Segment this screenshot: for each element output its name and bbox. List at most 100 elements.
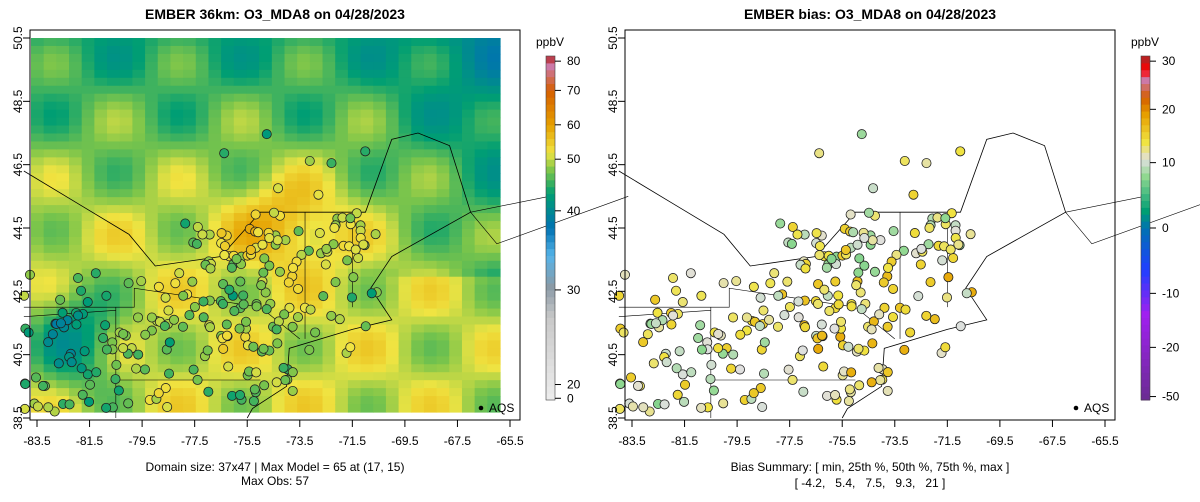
field-cell	[309, 77, 324, 87]
field-cell	[360, 189, 374, 198]
field-cell	[309, 149, 324, 158]
aqs-site-marker	[921, 158, 932, 169]
field-cell	[69, 221, 83, 230]
field-cell	[119, 197, 134, 206]
field-cell	[132, 380, 146, 389]
field-cell	[411, 260, 425, 270]
field-cell	[259, 61, 273, 71]
field-cell	[411, 45, 425, 55]
field-cell	[170, 133, 184, 143]
field-cell	[246, 324, 260, 334]
field-cell	[221, 236, 235, 246]
field-cell	[208, 85, 222, 95]
field-cell	[398, 109, 412, 119]
field-cell	[107, 300, 121, 310]
aqs-site-marker	[235, 276, 246, 287]
field-cell	[132, 213, 146, 222]
field-cell	[284, 284, 298, 294]
field-cell	[309, 205, 324, 214]
aqs-site-marker	[198, 296, 209, 307]
field-cell	[246, 69, 260, 79]
field-cell	[347, 109, 362, 119]
field-cell	[335, 324, 349, 334]
aqs-site-marker	[310, 327, 321, 338]
field-cell	[132, 189, 146, 198]
field-cell	[347, 53, 362, 63]
field-cell	[195, 324, 210, 334]
aqs-site-marker	[43, 337, 54, 348]
field-cell	[436, 109, 450, 119]
field-cell	[373, 165, 387, 174]
aqs-site-marker	[863, 207, 874, 218]
field-cell	[233, 157, 248, 166]
field-cell	[132, 165, 146, 174]
field-cell	[398, 340, 412, 349]
field-cell	[385, 372, 400, 381]
field-cell	[221, 197, 235, 206]
field-cell	[43, 396, 57, 405]
field-cell	[347, 236, 362, 246]
field-cell	[221, 85, 235, 95]
field-cell	[335, 276, 349, 286]
aqs-site-marker	[259, 380, 270, 391]
aqs-site-marker	[812, 298, 823, 309]
field-cell	[43, 252, 57, 262]
x-tick-label: -65.5	[496, 434, 524, 448]
field-cell	[347, 117, 362, 127]
field-cell	[436, 316, 450, 326]
field-cell	[322, 45, 336, 55]
aqs-site-marker	[814, 250, 825, 261]
field-cell	[436, 53, 450, 63]
field-cell	[398, 205, 412, 214]
aqs-site-marker	[900, 304, 911, 315]
aqs-site-marker	[627, 401, 638, 412]
field-cell	[385, 109, 400, 119]
field-cell	[449, 101, 463, 111]
field-cell	[411, 244, 425, 254]
colorbar-swatch	[1141, 296, 1150, 305]
field-cell	[31, 93, 45, 103]
field-cell	[449, 117, 463, 127]
field-cell	[436, 85, 450, 95]
field-cell	[94, 181, 108, 190]
field-cell	[31, 316, 45, 326]
field-cell	[157, 45, 172, 55]
field-cell	[347, 364, 362, 373]
aqs-site-marker	[101, 402, 112, 413]
y-tick-label: 40.5	[11, 343, 25, 367]
field-cell	[107, 125, 121, 135]
field-cell	[246, 45, 260, 55]
field-cell	[259, 205, 273, 214]
field-cell	[195, 173, 210, 182]
field-cell	[411, 372, 425, 381]
field-cell	[271, 38, 286, 47]
aqs-site-marker	[205, 263, 216, 274]
colorbar-swatch	[1141, 276, 1150, 284]
aqs-site-marker	[43, 402, 54, 413]
field-cell	[56, 348, 70, 357]
field-cell	[221, 69, 235, 79]
field-cell	[347, 38, 362, 47]
field-cell	[157, 181, 172, 190]
field-cell	[233, 284, 248, 294]
field-cell	[221, 101, 235, 111]
field-cell	[31, 53, 45, 63]
field-cell	[487, 53, 501, 63]
aqs-site-marker	[218, 343, 229, 354]
aqs-site-marker	[334, 314, 345, 325]
field-cell	[183, 316, 197, 326]
field-cell	[271, 308, 286, 318]
field-cell	[411, 252, 425, 262]
field-cell	[31, 165, 45, 174]
field-cell	[246, 117, 260, 127]
field-cell	[157, 101, 172, 111]
field-cell	[170, 101, 184, 111]
field-cell	[145, 356, 159, 365]
field-cell	[449, 85, 463, 95]
field-cell	[208, 340, 222, 349]
field-cell	[474, 380, 488, 389]
colorbar-swatch	[1141, 131, 1150, 140]
field-cell	[195, 372, 210, 381]
field-cell	[423, 372, 438, 381]
aqs-site-marker	[693, 333, 704, 344]
